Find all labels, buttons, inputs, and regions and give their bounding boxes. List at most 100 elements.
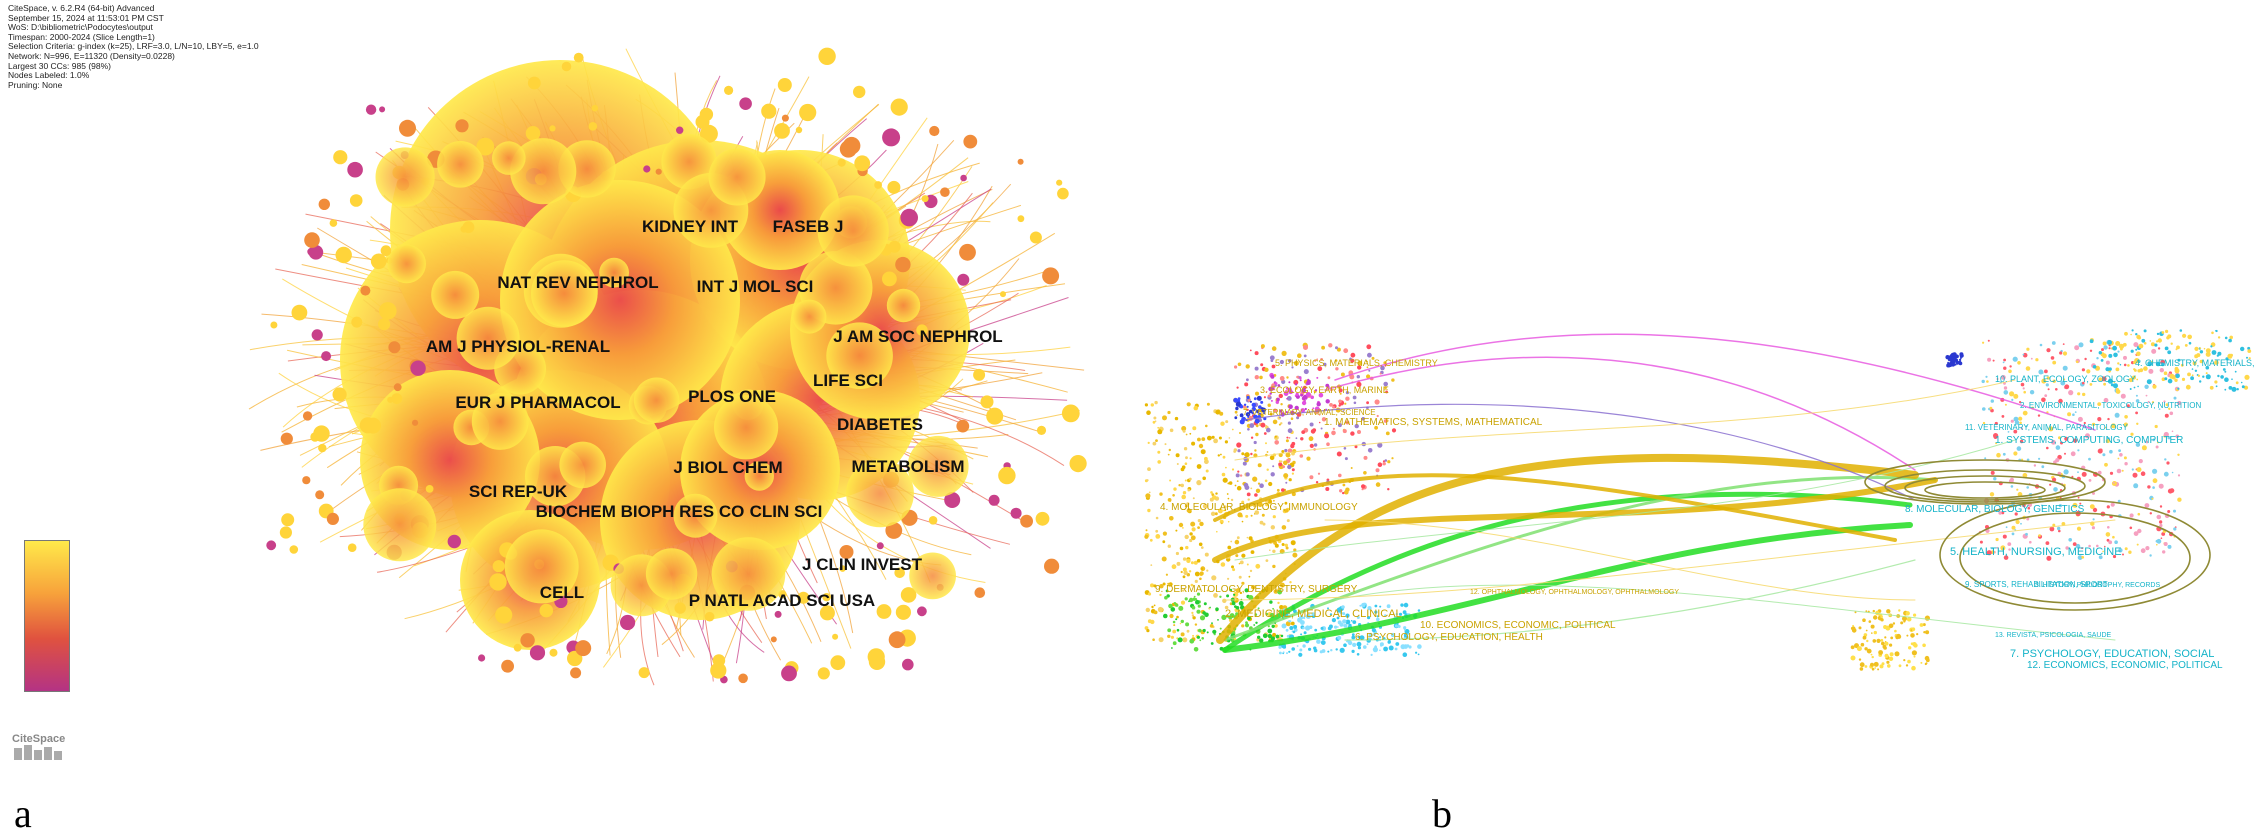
network-node [770, 636, 777, 643]
network-node [781, 114, 789, 122]
journal-dot [2171, 430, 2174, 433]
journal-dot [1379, 649, 1381, 652]
journal-dot [1947, 361, 1949, 364]
journal-dot [1374, 425, 1378, 430]
journal-dot [2012, 356, 2018, 362]
journal-dot [2190, 376, 2194, 381]
journal-dot [2007, 431, 2010, 433]
journal-dot [1281, 543, 1285, 546]
network-node [792, 299, 827, 334]
journal-dot [1326, 442, 1330, 447]
journal-dot [1367, 448, 1373, 453]
journal-dot [1219, 627, 1222, 630]
journal-dot [1300, 633, 1303, 636]
network-node [1036, 425, 1047, 435]
journal-dot [2140, 471, 2146, 477]
journal-dot [1145, 529, 1148, 532]
journal-dot [1286, 397, 1288, 400]
journal-dot [1390, 632, 1396, 638]
journal-dot [2156, 538, 2162, 544]
journal-dot [1254, 375, 1259, 380]
journal-dot [1204, 456, 1208, 461]
journal-dot [2136, 378, 2139, 381]
journal-dot [1296, 375, 1299, 379]
journal-dot [1280, 634, 1284, 638]
journal-dot [2104, 462, 2108, 467]
journal-dot [2229, 335, 2233, 340]
journal-dot [2051, 341, 2056, 345]
journal-dot [2156, 514, 2162, 520]
journal-dot [1285, 481, 1288, 484]
network-node [673, 493, 718, 538]
journal-dot [1302, 644, 1306, 648]
journal-dot [2111, 481, 2117, 486]
journal-dot [1308, 436, 1314, 442]
journal-dot [1213, 438, 1218, 444]
journal-dot [1873, 661, 1879, 667]
journal-dot [1179, 546, 1184, 551]
journal-dot [1189, 432, 1192, 435]
journal-dot [1151, 605, 1154, 609]
journal-dot [1314, 359, 1317, 362]
journal-dot [2098, 351, 2102, 355]
journal-dot [1311, 612, 1315, 616]
journal-dot [2192, 361, 2197, 366]
journal-dot [1247, 498, 1250, 501]
journal-dot [1184, 504, 1188, 508]
journal-dot [2159, 505, 2163, 508]
journal-dot [1850, 645, 1855, 650]
journal-dot [1220, 453, 1222, 456]
journal-dot [1394, 624, 1398, 628]
network-node [321, 351, 332, 362]
journal-dot [1269, 600, 1273, 604]
journal-dot [2163, 400, 2166, 403]
network-node [916, 324, 928, 336]
journal-dot [1356, 616, 1360, 619]
citation-ellipse [1904, 475, 2066, 501]
network-node [817, 195, 889, 267]
journal-dot [2234, 370, 2237, 373]
journal-dot [1892, 622, 1896, 625]
journal-dot [1286, 376, 1289, 379]
journal-dot [1205, 469, 1209, 473]
journal-dot [1391, 457, 1394, 460]
journal-dot [1185, 545, 1189, 550]
journal-dot [1186, 508, 1191, 513]
journal-dot [2248, 357, 2251, 360]
journal-dot [1902, 616, 1907, 622]
network-node [710, 662, 727, 679]
journal-dot [1223, 505, 1227, 509]
journal-dot [1862, 635, 1867, 640]
journal-dot [1284, 501, 1288, 505]
journal-label: CLIN SCI [750, 502, 823, 521]
journal-dot [2161, 331, 2165, 334]
journal-dot [1864, 665, 1868, 668]
journal-dot [2104, 545, 2106, 548]
network-node [826, 322, 893, 390]
journal-dot [2133, 342, 2139, 348]
journal-dot [1245, 514, 1249, 518]
journal-dot [1290, 417, 1294, 421]
journal-dot [2062, 343, 2065, 345]
left-cluster-label: 12. OPHTHALMOLOGY, OPHTHALMOLOGY, OPHTHA… [1470, 589, 1679, 596]
journal-dot [1339, 392, 1342, 395]
journal-dot [2077, 416, 2083, 422]
journal-dot [1266, 427, 1271, 433]
journal-dot [1335, 648, 1338, 651]
right-cluster-label: 2. ENVIRONMENTAL, TOXICOLOGY, NUTRITION [2020, 401, 2201, 410]
journal-dot [1248, 536, 1253, 541]
journal-dot [2103, 345, 2108, 350]
journal-dot [1237, 449, 1241, 453]
journal-dot [1350, 431, 1355, 436]
journal-dot [2171, 471, 2174, 474]
journal-dot [1230, 498, 1234, 502]
journal-dot [1198, 443, 1204, 449]
network-node [817, 667, 830, 680]
journal-dot [2007, 542, 2012, 546]
journal-dot [1226, 493, 1229, 495]
journal-dot [1312, 428, 1317, 432]
journal-dot [2164, 413, 2169, 418]
journal-dot [1288, 620, 1291, 623]
journal-dot [1215, 410, 1220, 415]
